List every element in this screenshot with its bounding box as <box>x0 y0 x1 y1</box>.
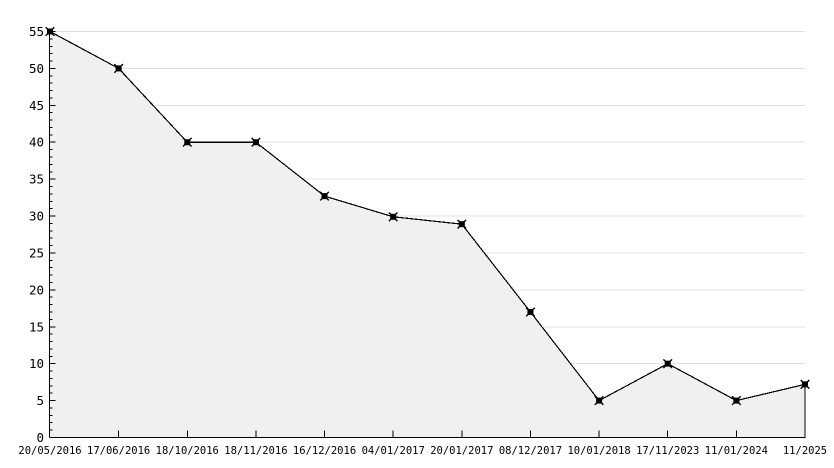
y-tick-label: 25 <box>29 245 44 260</box>
x-tick-label: 11/2025 <box>783 445 827 457</box>
x-tick-label: 20/05/2016 <box>18 445 81 457</box>
data-point-spike <box>800 379 810 390</box>
data-point-spike <box>594 395 604 406</box>
data-point-spike <box>457 219 467 229</box>
x-tick-label: 10/01/2018 <box>567 445 630 457</box>
y-tick-label: 5 <box>36 393 44 408</box>
x-tick-label: 20/01/2017 <box>430 445 493 457</box>
y-tick-label: 40 <box>29 135 44 150</box>
data-point-spike <box>182 137 193 148</box>
y-tick-label: 55 <box>29 24 44 39</box>
data-point-spike <box>731 395 742 406</box>
data-point-spike <box>525 307 536 317</box>
y-tick-label: 15 <box>29 319 44 334</box>
data-point-spike <box>113 63 124 74</box>
y-tick-label: 50 <box>29 61 44 76</box>
x-tick-label: 18/11/2016 <box>224 445 287 457</box>
x-tick-label: 16/12/2016 <box>293 445 356 457</box>
x-tick-label: 17/11/2023 <box>636 445 699 457</box>
x-tick-label: 18/10/2016 <box>156 445 219 457</box>
y-tick-label: 35 <box>29 172 44 187</box>
data-point-spike <box>662 358 673 369</box>
area-fill <box>50 31 805 438</box>
y-tick-label: 45 <box>29 98 44 113</box>
y-tick-label: 0 <box>36 430 44 445</box>
x-tick-label: 08/12/2017 <box>499 445 562 457</box>
y-tick-label: 10 <box>29 356 44 371</box>
y-tick-label: 20 <box>29 282 44 297</box>
data-point-spike <box>388 211 398 222</box>
x-tick-label: 11/01/2024 <box>705 445 768 457</box>
x-tick-label: 17/06/2016 <box>87 445 150 457</box>
data-point-spike <box>319 191 330 201</box>
x-tick-label: 04/01/2017 <box>362 445 425 457</box>
data-point-spike <box>251 137 261 148</box>
y-tick-label: 30 <box>29 209 44 224</box>
